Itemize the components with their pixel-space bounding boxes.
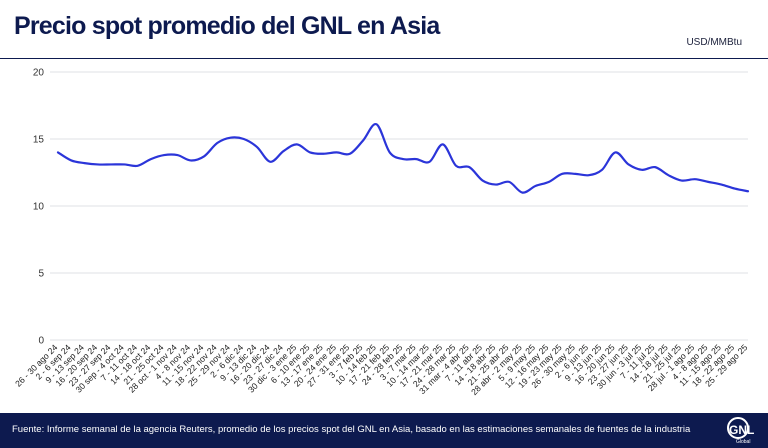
logo-wordmark: GNL [729, 423, 754, 437]
source-note: Fuente: Informe semanal de la agencia Re… [12, 424, 691, 435]
x-axis-ticks: 26 - 30 ago 242 - 6 sep 249 - 13 sep 241… [13, 342, 749, 397]
y-axis-ticks: 0 5 10 15 20 [33, 68, 45, 347]
chart-title: Precio spot promedio del GNL en Asia [14, 12, 440, 40]
y-tick-label: 10 [33, 202, 45, 213]
line-chart: 0 5 10 15 20 26 - 30 ago 242 - 6 sep 249 - 1… [13, 68, 750, 398]
y-tick-label: 5 [38, 269, 44, 280]
footer-bar: Fuente: Informe semanal de la agencia Re… [0, 413, 768, 448]
series-layer [56, 123, 750, 194]
y-tick-label: 20 [33, 68, 45, 79]
y-tick-label: 15 [33, 135, 45, 146]
gnl-global-logo: GNL Global [727, 417, 754, 445]
unit-label: USD/MMBtu [686, 37, 742, 48]
title-divider [0, 58, 768, 59]
logo-subtext: Global [736, 439, 750, 445]
series-line [56, 123, 750, 194]
y-tick-label: 0 [38, 336, 44, 347]
gridlines [50, 71, 748, 341]
